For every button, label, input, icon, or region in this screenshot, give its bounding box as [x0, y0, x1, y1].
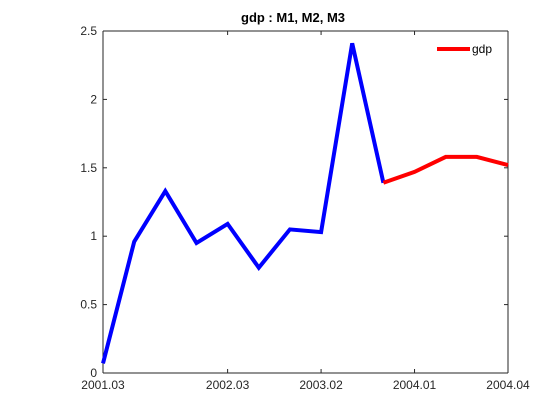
axes: 0 0.5 1 1.5 2 2.5 2001.03 2002.03 2003.02 2004.01…	[80, 24, 530, 392]
series-line-2	[382, 154, 509, 185]
y-tick-label: 1.5	[80, 161, 97, 175]
x-tick-label: 2001.03	[81, 378, 125, 392]
x-tick-label: 2002.03	[206, 378, 250, 392]
series-line-1	[101, 42, 386, 364]
chart-title: gdp : M1, M2, M3	[241, 10, 345, 25]
series-layer	[101, 42, 509, 364]
y-tick-label: 2	[90, 92, 97, 106]
y-tick-label: 0	[90, 366, 97, 380]
legend: gdp	[426, 38, 500, 60]
y-tick-label: 1	[90, 229, 97, 243]
x-tick-label: 2004.04	[486, 378, 530, 392]
y-tick-label: 0.5	[80, 298, 97, 312]
y-tick-label: 2.5	[80, 24, 97, 38]
x-tick-label: 2003.02	[299, 378, 343, 392]
legend-label-gdp: gdp	[472, 42, 492, 56]
x-tick-label: 2004.01	[393, 378, 437, 392]
